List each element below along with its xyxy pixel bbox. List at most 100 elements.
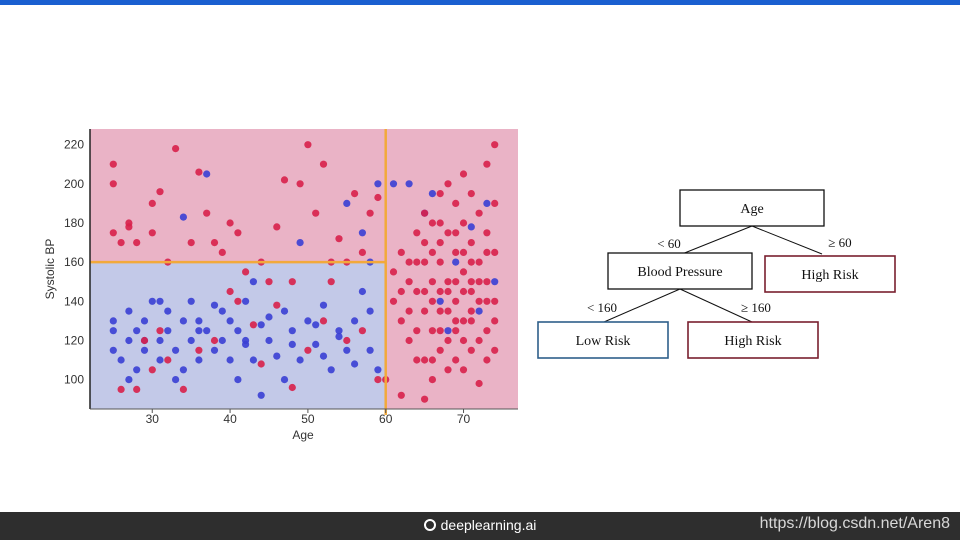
decision-tree: Age Blood Pressure High Risk Low Risk Hi… <box>537 189 896 359</box>
data-point-series-1 <box>413 229 421 237</box>
data-point-series-1 <box>257 360 265 368</box>
data-point-series-1 <box>343 336 351 345</box>
data-point-series-0 <box>148 297 156 305</box>
data-point-series-1 <box>109 160 117 168</box>
data-point-series-1 <box>358 248 366 256</box>
y-tick-label: 160 <box>64 255 84 269</box>
data-point-series-1 <box>421 239 429 247</box>
data-point-series-0 <box>203 327 211 335</box>
data-point-series-0 <box>366 307 374 315</box>
data-point-series-1 <box>109 180 117 188</box>
data-point-series-1 <box>428 376 436 384</box>
data-point-series-1 <box>421 287 429 296</box>
data-point-series-1 <box>436 287 444 296</box>
data-point-series-1 <box>117 385 125 393</box>
data-point-series-1 <box>413 258 421 266</box>
data-point-series-1 <box>444 180 452 188</box>
y-tick-label: 220 <box>64 138 84 152</box>
data-point-series-1 <box>444 278 452 286</box>
data-point-series-1 <box>389 297 398 305</box>
data-point-series-1 <box>280 176 289 184</box>
data-point-series-0 <box>351 317 359 325</box>
data-point-series-1 <box>467 239 475 247</box>
data-point-series-1 <box>296 180 304 188</box>
data-point-series-1 <box>273 301 281 309</box>
y-tick-label: 100 <box>64 373 84 387</box>
data-point-series-1 <box>436 346 444 354</box>
data-point-series-1 <box>421 258 429 266</box>
data-point-series-1 <box>436 327 444 335</box>
node-high-risk-age-label: High Risk <box>801 268 858 283</box>
data-point-series-0 <box>249 278 257 286</box>
data-point-series-1 <box>452 278 460 286</box>
edge-bp-left <box>603 288 681 323</box>
data-point-series-1 <box>436 307 444 315</box>
data-point-series-1 <box>491 317 499 325</box>
data-point-series-0 <box>242 297 250 305</box>
data-point-series-1 <box>405 278 413 286</box>
axes <box>89 129 518 410</box>
scatter-chart: 30 40 50 60 70 100 120 140 160 180 200 220 Age Syst… <box>43 129 896 442</box>
data-point-series-0 <box>428 190 436 198</box>
data-point-series-1 <box>405 336 413 345</box>
data-point-series-1 <box>467 317 475 325</box>
data-point-series-1 <box>179 385 187 393</box>
data-point-series-0 <box>444 327 452 335</box>
data-point-series-1 <box>195 346 203 354</box>
data-point-series-1 <box>452 317 460 325</box>
data-point-series-0 <box>140 317 149 325</box>
data-point-series-0 <box>234 327 242 335</box>
data-point-series-1 <box>413 327 421 335</box>
data-point-series-0 <box>280 376 289 384</box>
data-point-series-1 <box>452 297 460 305</box>
data-point-series-1 <box>210 336 219 345</box>
data-point-series-1 <box>288 278 296 286</box>
edge-label-ge160: ≥ 160 <box>741 300 771 315</box>
data-point-series-0 <box>156 356 164 364</box>
data-point-series-1 <box>312 209 320 217</box>
data-point-series-1 <box>444 307 452 315</box>
x-tick-label: 70 <box>457 412 471 426</box>
data-point-series-0 <box>343 199 351 207</box>
edge-label-lt160: < 160 <box>587 300 617 315</box>
data-point-series-1 <box>327 278 335 286</box>
data-point-series-1 <box>148 229 156 237</box>
data-point-series-1 <box>483 356 491 364</box>
data-point-series-0 <box>335 333 343 341</box>
data-point-series-1 <box>459 268 468 276</box>
data-point-series-0 <box>296 239 304 247</box>
data-point-series-1 <box>117 239 125 247</box>
edge-label-lt60: < 60 <box>657 236 681 251</box>
data-point-series-1 <box>467 346 475 354</box>
data-point-series-0 <box>156 297 164 305</box>
data-point-series-1 <box>491 248 499 256</box>
data-point-series-1 <box>109 229 117 237</box>
data-point-series-0 <box>109 346 117 354</box>
data-point-series-0 <box>304 317 312 325</box>
data-point-series-0 <box>280 307 289 315</box>
data-point-series-1 <box>389 268 398 276</box>
edge-label-ge60: ≥ 60 <box>828 235 851 250</box>
data-point-series-1 <box>459 219 468 227</box>
data-point-series-1 <box>475 336 483 345</box>
y-tick-label: 140 <box>64 294 84 308</box>
node-high-risk-age <box>764 255 896 293</box>
data-point-series-0 <box>265 336 273 345</box>
data-point-series-1 <box>436 190 444 198</box>
edge-bp-right <box>679 288 753 323</box>
data-points <box>109 141 499 403</box>
data-point-series-0 <box>257 391 265 399</box>
data-point-series-0 <box>475 307 483 315</box>
x-tick-label: 60 <box>379 412 393 426</box>
data-point-series-0 <box>491 278 499 286</box>
data-point-series-0 <box>452 258 460 266</box>
edge-root-right <box>751 225 823 255</box>
data-point-series-0 <box>319 352 328 360</box>
data-point-series-1 <box>428 219 436 227</box>
data-point-series-0 <box>187 297 195 305</box>
data-point-series-1 <box>249 321 257 329</box>
data-point-series-1 <box>483 160 491 168</box>
data-point-series-0 <box>265 313 273 321</box>
data-point-series-0 <box>312 321 320 329</box>
data-point-series-0 <box>164 307 172 315</box>
